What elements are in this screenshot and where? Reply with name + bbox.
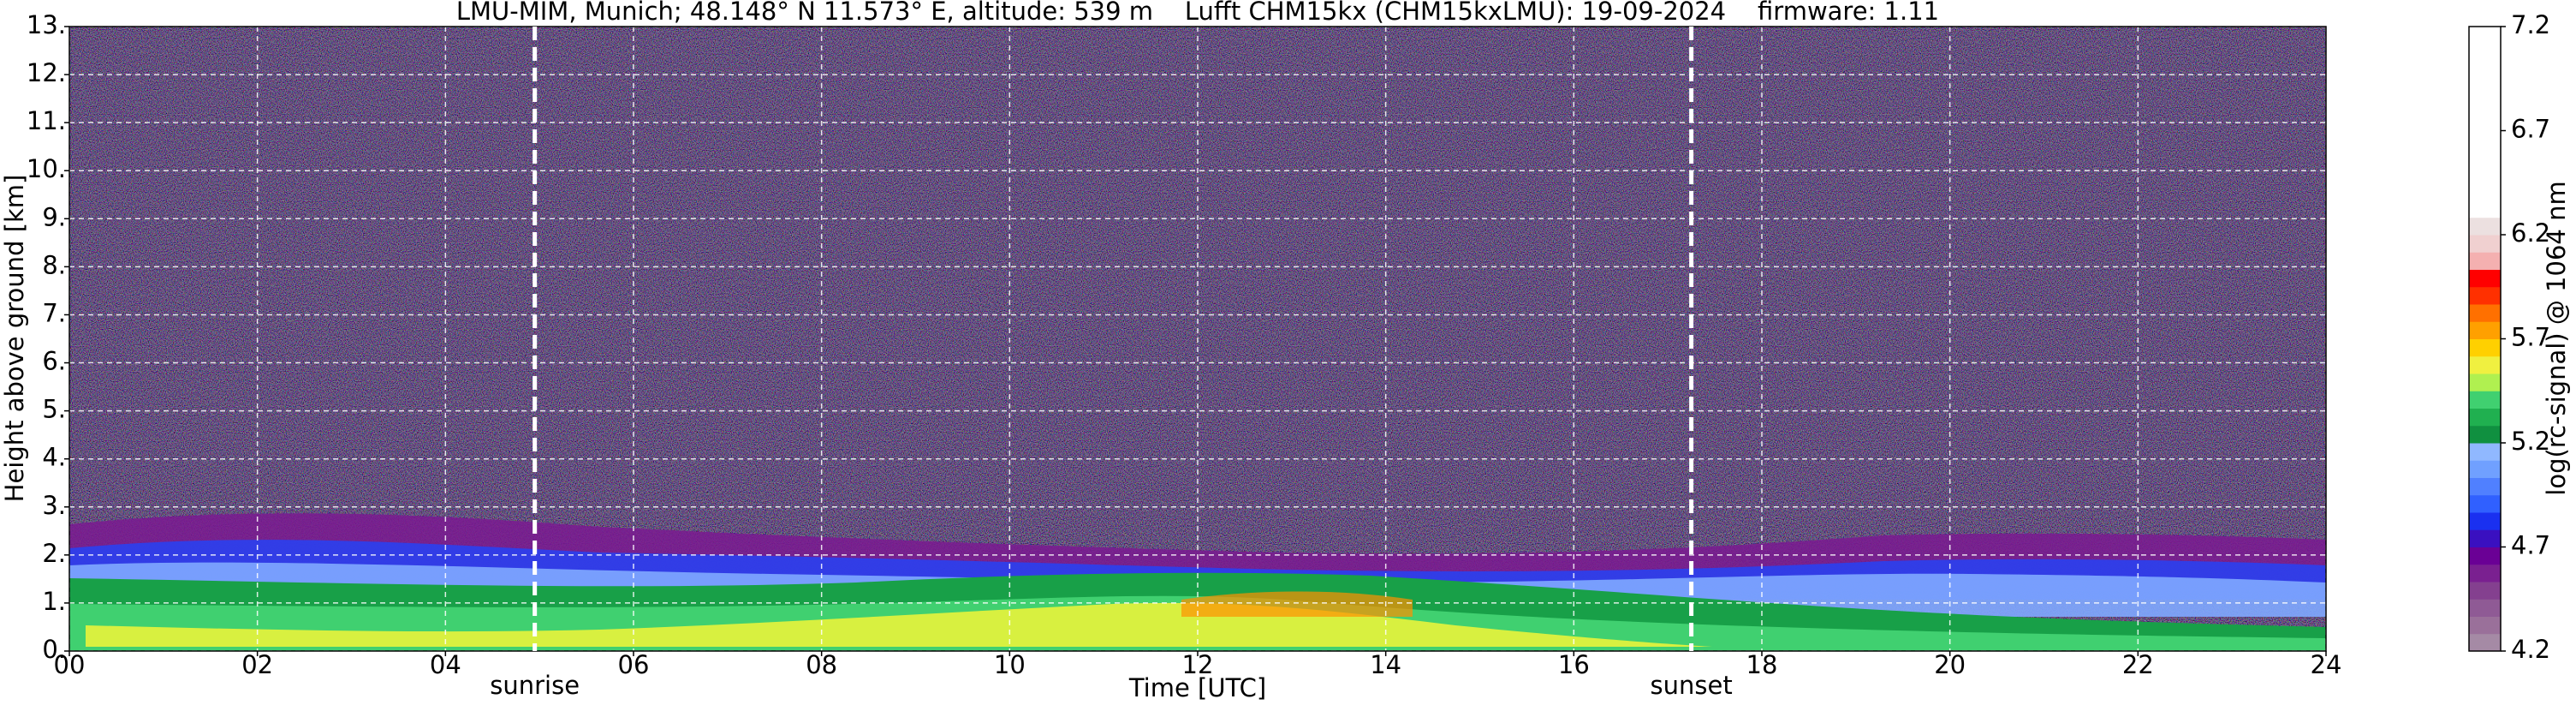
colorbar-segment bbox=[2469, 338, 2501, 357]
colorbar-segment bbox=[2469, 130, 2501, 149]
colorbar-segment bbox=[2469, 27, 2501, 45]
heatmap-layer bbox=[1181, 591, 1413, 617]
annotation-label: sunrise bbox=[490, 671, 580, 700]
colorbar-segment bbox=[2469, 599, 2501, 617]
colorbar-segment bbox=[2469, 391, 2501, 409]
colorbar-segment bbox=[2469, 165, 2501, 183]
colorbar-segment bbox=[2469, 217, 2501, 236]
x-tick-label: 16 bbox=[1558, 650, 1590, 679]
x-tick-label: 24 bbox=[2311, 650, 2342, 679]
colorbar-segment bbox=[2469, 512, 2501, 530]
colorbar-segment bbox=[2469, 494, 2501, 513]
y-tick-label: 5. bbox=[42, 395, 66, 424]
x-tick-label: 18 bbox=[1746, 650, 1778, 679]
y-tick-label: 6. bbox=[42, 347, 66, 376]
colorbar-segment bbox=[2469, 547, 2501, 565]
x-axis-label: Time [UTC] bbox=[1128, 673, 1266, 702]
colorbar-tick-label: 4.7 bbox=[2511, 531, 2550, 560]
y-tick-label: 7. bbox=[42, 298, 66, 327]
x-tick-label: 12 bbox=[1182, 650, 1214, 679]
colorbar-tick-label: 4.2 bbox=[2511, 635, 2550, 664]
colorbar-segment bbox=[2469, 582, 2501, 600]
colorbar-segment bbox=[2469, 408, 2501, 427]
colorbar-segment bbox=[2469, 564, 2501, 583]
colorbar-segment bbox=[2469, 443, 2501, 461]
x-tick-label: 02 bbox=[241, 650, 273, 679]
colorbar-tick-label: 5.7 bbox=[2511, 323, 2550, 352]
y-tick-label: 9. bbox=[42, 202, 66, 231]
colorbar-segment bbox=[2469, 373, 2501, 391]
colorbar-segment bbox=[2469, 286, 2501, 305]
colorbar-segment bbox=[2469, 182, 2501, 200]
annotation-label: sunset bbox=[1651, 671, 1733, 700]
colorbar-segment bbox=[2469, 529, 2501, 547]
colorbar-tick-label: 6.7 bbox=[2511, 115, 2550, 144]
colorbar-segment bbox=[2469, 633, 2501, 652]
colorbar-segment bbox=[2469, 78, 2501, 97]
y-tick-label: 2. bbox=[42, 539, 66, 568]
colorbar-tick-label: 7.2 bbox=[2511, 10, 2550, 39]
colorbar-segment bbox=[2469, 61, 2501, 80]
colorbar-segment bbox=[2469, 147, 2501, 166]
chart-title: LMU-MIM, Munich; 48.148° N 11.573° E, al… bbox=[456, 0, 1939, 26]
y-tick-label: 12. bbox=[27, 58, 66, 87]
x-tick-label: 04 bbox=[430, 650, 461, 679]
colorbar-tick-label: 5.2 bbox=[2511, 427, 2550, 456]
x-tick-label: 08 bbox=[806, 650, 837, 679]
colorbar-tick-label: 6.2 bbox=[2511, 218, 2550, 248]
y-tick-label: 0. bbox=[42, 635, 66, 664]
colorbar-segment bbox=[2469, 44, 2501, 62]
y-tick-label: 10. bbox=[27, 154, 66, 183]
colorbar-segment bbox=[2469, 113, 2501, 131]
y-tick-label: 11. bbox=[27, 106, 66, 135]
y-tick-label: 1. bbox=[42, 587, 66, 616]
x-tick-label: 06 bbox=[618, 650, 650, 679]
colorbar-segment bbox=[2469, 252, 2501, 270]
x-tick-label: 10 bbox=[994, 650, 1026, 679]
y-tick-label: 8. bbox=[42, 250, 66, 279]
y-axis-label: Height above ground [km] bbox=[0, 175, 29, 503]
colorbar-segment bbox=[2469, 200, 2501, 218]
y-tick-label: 3. bbox=[42, 491, 66, 520]
colorbar-segment bbox=[2469, 477, 2501, 496]
x-tick-label: 00 bbox=[54, 650, 86, 679]
colorbar-label: log(rc-signal) @ 1064 nm bbox=[2542, 181, 2571, 495]
x-tick-label: 20 bbox=[1934, 650, 1966, 679]
colorbar-segment bbox=[2469, 356, 2501, 374]
colorbar-segment bbox=[2469, 616, 2501, 635]
x-tick-label: 14 bbox=[1370, 650, 1401, 679]
colorbar-segment bbox=[2469, 235, 2501, 253]
colorbar-segment bbox=[2469, 304, 2501, 322]
colorbar-segment bbox=[2469, 269, 2501, 288]
y-tick-label: 13. bbox=[27, 10, 66, 39]
colorbar-segment bbox=[2469, 96, 2501, 114]
x-tick-label: 22 bbox=[2122, 650, 2154, 679]
colorbar-segment bbox=[2469, 425, 2501, 444]
colorbar-segment bbox=[2469, 321, 2501, 339]
y-tick-label: 4. bbox=[42, 443, 66, 472]
colorbar-segment bbox=[2469, 460, 2501, 478]
